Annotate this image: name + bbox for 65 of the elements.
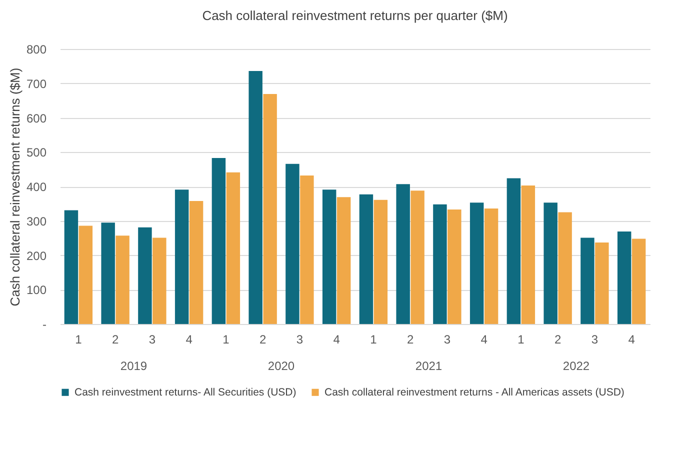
- bar: [263, 94, 277, 324]
- bar: [226, 172, 240, 324]
- x-tick-label: 1: [518, 332, 525, 346]
- bar: [484, 208, 498, 324]
- x-tick-label: 2: [554, 332, 562, 346]
- bar: [300, 176, 314, 324]
- bar: [632, 238, 646, 324]
- bar: [212, 158, 226, 324]
- y-tick-label: 300: [26, 214, 47, 228]
- bar: [101, 222, 115, 324]
- x-tick-label: 1: [222, 332, 230, 346]
- bar: [521, 185, 536, 324]
- bar: [174, 190, 189, 324]
- bar: [410, 190, 424, 324]
- text: 2022: [562, 359, 590, 373]
- x-tick-label: 3: [444, 332, 451, 346]
- bar: [64, 210, 78, 324]
- bar: [116, 236, 130, 324]
- x-tick-label: 4: [186, 332, 193, 346]
- y-tick-label: 700: [26, 76, 47, 91]
- bar: [336, 197, 351, 324]
- y-tick-label: 400: [26, 180, 47, 194]
- text: 2020: [268, 359, 295, 373]
- y-tick-label: 800: [26, 42, 47, 56]
- y-tick-label: 100: [26, 283, 47, 298]
- bar: [248, 71, 262, 324]
- x-tick-label: 4: [628, 332, 636, 346]
- y-tick-label: 200: [26, 248, 47, 263]
- bar: [189, 200, 204, 324]
- bar: [448, 210, 462, 324]
- x-tick-label: 1: [370, 332, 378, 346]
- bar: [322, 190, 336, 324]
- bar: [374, 200, 388, 324]
- y-tick-label: 500: [26, 146, 47, 160]
- bar: [595, 242, 609, 324]
- bar: [506, 178, 521, 324]
- chart-title: Cash collateral reinvestment returns per quarter ($M): [202, 8, 508, 23]
- x-tick-label: 2: [112, 332, 119, 346]
- bar: [286, 164, 300, 324]
- text: 2021: [415, 359, 442, 373]
- x-tick-label: 3: [296, 332, 304, 346]
- legend-label: Cash collateral reinvestment returns - All Americas assets (USD): [324, 386, 624, 398]
- text: 2019: [120, 359, 148, 373]
- x-tick-label: 2: [259, 332, 266, 346]
- y-axis-title: Cash collateral reinvestment returns ($M): [7, 68, 22, 306]
- x-tick-label: 4: [333, 332, 340, 346]
- bar: [359, 194, 374, 324]
- x-tick-label: 3: [591, 332, 598, 346]
- bar: [78, 226, 93, 324]
- x-tick-label: 4: [480, 332, 488, 346]
- bar: [396, 184, 410, 324]
- bar: [470, 202, 484, 324]
- bar: [580, 238, 594, 324]
- x-tick-label: 3: [148, 332, 156, 346]
- bar: [433, 204, 447, 324]
- y-tick-label: -: [42, 318, 46, 332]
- bar: [138, 227, 152, 324]
- bar: [544, 202, 558, 324]
- bar: [617, 232, 632, 324]
- y-tick-label: 600: [26, 111, 47, 126]
- bar: [152, 238, 166, 324]
- x-tick-label: 1: [75, 332, 82, 346]
- bar: [558, 212, 572, 324]
- x-tick-label: 2: [406, 332, 414, 346]
- legend-label: Cash reinvestment returns- All Securities (USD): [74, 386, 296, 398]
